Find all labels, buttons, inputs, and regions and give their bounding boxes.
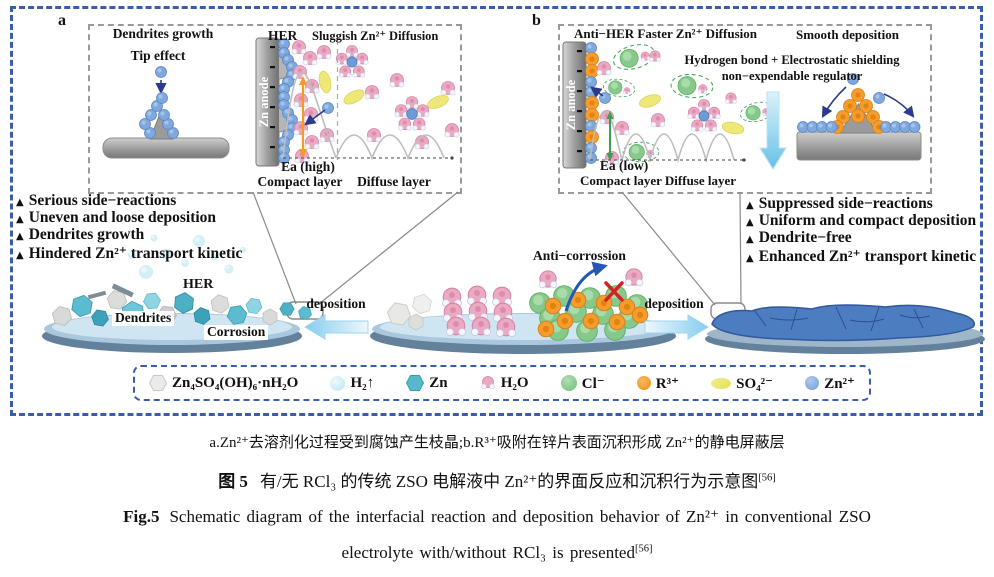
dendrites-scene-label: Dendrites bbox=[112, 310, 175, 326]
zh-reference-mark: [56] bbox=[758, 472, 776, 484]
legend-item-cl: Cl⁻ bbox=[560, 374, 605, 393]
legend-label: SO₄²⁻ bbox=[736, 375, 774, 392]
h2-bubble-icon bbox=[330, 375, 346, 391]
anti-corrosion-arrow bbox=[564, 261, 608, 312]
zh-figure-number: 图 5 bbox=[218, 472, 248, 491]
panel-b-box bbox=[558, 24, 932, 194]
legend-item-h2: H₂↑ bbox=[330, 375, 374, 392]
triangle-bullet-icon: ▲ bbox=[746, 217, 754, 228]
triangle-bullet-icon: ▲ bbox=[16, 214, 24, 225]
list-item: ▲ Serious side−reactions bbox=[16, 192, 177, 209]
anode-minus-marks-b bbox=[577, 50, 582, 153]
her-scene-label: HER bbox=[183, 277, 214, 292]
panel-a-box bbox=[88, 24, 462, 194]
figure-outer-border bbox=[10, 6, 983, 416]
corrosion-scene-label: Corrosion bbox=[204, 324, 269, 340]
layers-label-b: Compact layer Diffuse layer bbox=[579, 173, 737, 188]
legend: Zn₄SO₄(OH)₆·nH₂O H₂↑ Zn H₂O Cl⁻ R³⁺ SO₄²… bbox=[133, 365, 871, 401]
mechanism-line1-label: Hydrogen bond + Electrostatic shielding bbox=[684, 53, 900, 67]
triangle-bullet-icon: ▲ bbox=[746, 234, 754, 245]
legend-item-so4: SO₄²⁻ bbox=[711, 374, 773, 393]
triangle-bullet-icon: ▲ bbox=[746, 200, 754, 211]
dendrite-crystals bbox=[49, 283, 314, 329]
list-item: ▲ Uneven and loose deposition bbox=[16, 209, 217, 226]
ea-low-label: Ea (low) bbox=[599, 158, 649, 173]
panel-a-interface-illustration: Zn anode bbox=[255, 37, 460, 167]
diffuse-layer-label-a: Diffuse layer bbox=[357, 174, 431, 189]
legend-item-h2o: H₂O bbox=[480, 375, 529, 392]
en-reference-mark: [56] bbox=[634, 543, 653, 555]
panel-b-label: b bbox=[532, 12, 541, 29]
r3-ion-icon bbox=[636, 376, 651, 390]
figure-canvas: Zn anode bbox=[42, 37, 985, 354]
zn-hexagon-icon bbox=[406, 375, 425, 391]
caption-zh-figure: 图 5 有/无 RCl₃ 的传统 ZSO 电解液中 Zn²⁺的界面反应和沉积行为示… bbox=[0, 467, 994, 492]
triangle-bullet-icon: ▲ bbox=[16, 231, 24, 242]
dendrites-growth-label: Dendrites growth bbox=[112, 26, 214, 41]
legend-item-r3: R³⁺ bbox=[636, 374, 680, 393]
smooth-deposition-label: Smooth deposition bbox=[796, 27, 899, 42]
ea-high-arrow bbox=[299, 76, 307, 158]
so4-ion-icon bbox=[711, 377, 732, 389]
list-item: ▲ Enhanced Zn²⁺ transport kinetic bbox=[746, 248, 977, 265]
panel-a-label: a bbox=[58, 12, 66, 29]
her-label-a: HER bbox=[268, 28, 298, 43]
list-item: ▲ Dendrite−free bbox=[746, 229, 852, 246]
left-summary-list: ▲ Serious side−reactions ▲ Uneven and loos… bbox=[16, 192, 243, 262]
panel-a-dendrite-illustration bbox=[102, 66, 230, 159]
list-item: ▲ Hindered Zn²⁺ transport kinetic bbox=[16, 245, 243, 262]
legend-item-zn: Zn bbox=[406, 374, 448, 392]
list-item: ▲ Dendrites growth bbox=[16, 226, 145, 243]
water-cluster bbox=[441, 285, 517, 338]
flow-down-arrow bbox=[759, 91, 787, 170]
zn4so4-hexagon-icon bbox=[149, 375, 167, 391]
dish-electrolyte bbox=[370, 261, 676, 354]
anti-her-label: Anti−HER Faster Zn²⁺ Diffusion bbox=[574, 26, 757, 41]
legend-label: H₂O bbox=[500, 374, 529, 391]
en-figure-title-line2: electrolyte with/without RCl₃ is present… bbox=[341, 543, 635, 562]
ea-high-label: Ea (high) bbox=[281, 159, 335, 174]
sluggish-diffusion-label: Sluggish Zn²⁺ Diffusion bbox=[312, 29, 439, 43]
tip-effect-label: Tip effect bbox=[130, 48, 186, 63]
deposition-arrow-left bbox=[304, 314, 369, 340]
legend-label: Zn²⁺ bbox=[824, 375, 855, 392]
cl-ion-icon bbox=[560, 375, 577, 391]
en-figure-number: Fig.5 bbox=[123, 507, 160, 526]
deposition-arrow-right bbox=[644, 314, 709, 340]
anode-minus-marks-a bbox=[270, 46, 275, 149]
deposition-label-right: deposition bbox=[644, 296, 704, 311]
legend-item-zn4so4: Zn₄SO₄(OH)₆·nH₂O bbox=[149, 375, 298, 392]
right-summary-list: ▲ Suppressed side−reactions ▲ Uniform and … bbox=[746, 195, 977, 265]
panel-b-interface-illustration: Zn anode bbox=[562, 40, 787, 170]
list-item: ▲ Uniform and compact deposition bbox=[746, 212, 977, 229]
panel-b-deposition-illustration bbox=[796, 73, 922, 161]
triangle-bullet-icon: ▲ bbox=[746, 253, 754, 264]
ea-low-arrow bbox=[606, 111, 614, 161]
anti-corrosion-label: Anti−corrossion bbox=[533, 248, 626, 263]
legend-label: Zn bbox=[429, 374, 448, 391]
caption-en-line1: Fig.5 Schematic diagram of the interfacia… bbox=[0, 507, 994, 527]
caption-zh-note: a.Zn²⁺去溶剂化过程受到腐蚀产生枝晶;b.R³⁺吸附在锌片表面沉积形成 Zn… bbox=[209, 435, 785, 451]
deposition-label-left: deposition bbox=[306, 296, 366, 311]
zh-figure-title: 有/无 RCl₃ 的传统 ZSO 电解液中 Zn²⁺的界面反应和沉积行为示意图 bbox=[259, 472, 759, 491]
zn-anode-label-a: Zn anode bbox=[257, 76, 271, 127]
h2o-molecule-icon bbox=[481, 375, 495, 389]
zn2-ion-icon bbox=[805, 376, 820, 390]
triangle-bullet-icon: ▲ bbox=[16, 197, 24, 208]
legend-label: R³⁺ bbox=[655, 375, 680, 392]
dish-smooth bbox=[705, 304, 985, 354]
caption-en-line2: electrolyte with/without RCl₃ is present… bbox=[0, 543, 994, 563]
triangle-bullet-icon: ▲ bbox=[16, 250, 24, 261]
compact-layer-label-a: Compact layer bbox=[257, 174, 343, 189]
mechanism-line2-label: non−expendable regulator bbox=[721, 69, 863, 83]
list-item: ▲ Suppressed side−reactions bbox=[746, 195, 933, 212]
legend-item-zn2: Zn²⁺ bbox=[805, 374, 855, 393]
legend-label: Cl⁻ bbox=[581, 375, 605, 392]
en-figure-title-line1: Schematic diagram of the interfacial rea… bbox=[169, 507, 871, 526]
zn-anode-label-b: Zn anode bbox=[564, 79, 578, 130]
legend-label: H₂↑ bbox=[350, 374, 375, 391]
red-x-mark bbox=[604, 281, 624, 302]
legend-label: Zn₄SO₄(OH)₆·nH₂O bbox=[172, 374, 299, 391]
